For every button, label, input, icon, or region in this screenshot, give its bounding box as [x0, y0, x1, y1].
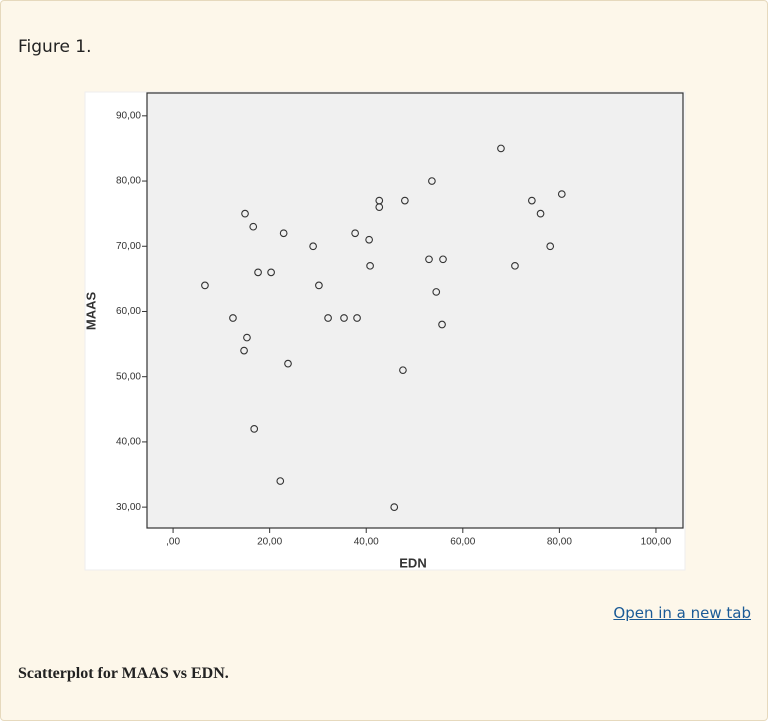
point [249, 222, 258, 231]
point [399, 366, 407, 375]
point [201, 281, 209, 290]
point [528, 196, 536, 205]
caption: Scatterplot for MAAS vs EDN. [18, 665, 229, 682]
point [315, 281, 323, 290]
y-tick-label: 30,00 [116, 502, 141, 513]
chart: EDN MAAS 30,00 40,00 50,00 60,00 70,00 80,00 9… [83, 91, 686, 571]
y-tick-label: 50,00 [116, 371, 141, 382]
y-tick-label: 90,00 [116, 110, 141, 121]
x-tick-label: 20,00 [257, 537, 282, 548]
point [284, 359, 292, 368]
point [240, 346, 248, 355]
point [439, 255, 447, 264]
point [351, 229, 359, 238]
y-tick-label: 60,00 [116, 306, 141, 317]
y-tick-label: 80,00 [116, 176, 141, 187]
point [438, 320, 446, 329]
point [497, 144, 505, 153]
point [243, 333, 251, 342]
x-tick-label: 80,00 [547, 537, 572, 548]
point [401, 196, 409, 205]
point [511, 261, 519, 270]
point [267, 268, 275, 277]
x-tick-label: 60,00 [450, 537, 475, 548]
point [241, 209, 249, 218]
point [432, 288, 441, 296]
point [375, 203, 384, 211]
point [324, 314, 332, 322]
point [340, 314, 348, 322]
plot-area [146, 92, 684, 529]
figure-label: Figure 1. [18, 37, 92, 57]
point [428, 177, 436, 185]
point [546, 242, 555, 251]
point [536, 209, 545, 218]
x-tick-label: 100,00 [641, 537, 672, 548]
point [557, 190, 566, 198]
point [279, 229, 288, 238]
point [390, 503, 399, 511]
point [229, 314, 237, 322]
y-tick-label: 40,00 [116, 437, 141, 448]
point [250, 425, 259, 433]
x-tick-label: 40,00 [354, 537, 379, 548]
x-axis-label: EDN [399, 555, 426, 570]
point [309, 242, 317, 251]
point [353, 314, 361, 322]
y-axis-label: MAAS [83, 292, 98, 331]
point [365, 235, 373, 244]
point [254, 268, 262, 277]
open-link[interactable]: Open in a new tab [613, 604, 751, 622]
x-tick-label: ,00 [166, 537, 180, 548]
point [425, 255, 433, 264]
point [366, 261, 374, 270]
y-tick-label: 70,00 [116, 241, 141, 252]
point [276, 477, 285, 485]
